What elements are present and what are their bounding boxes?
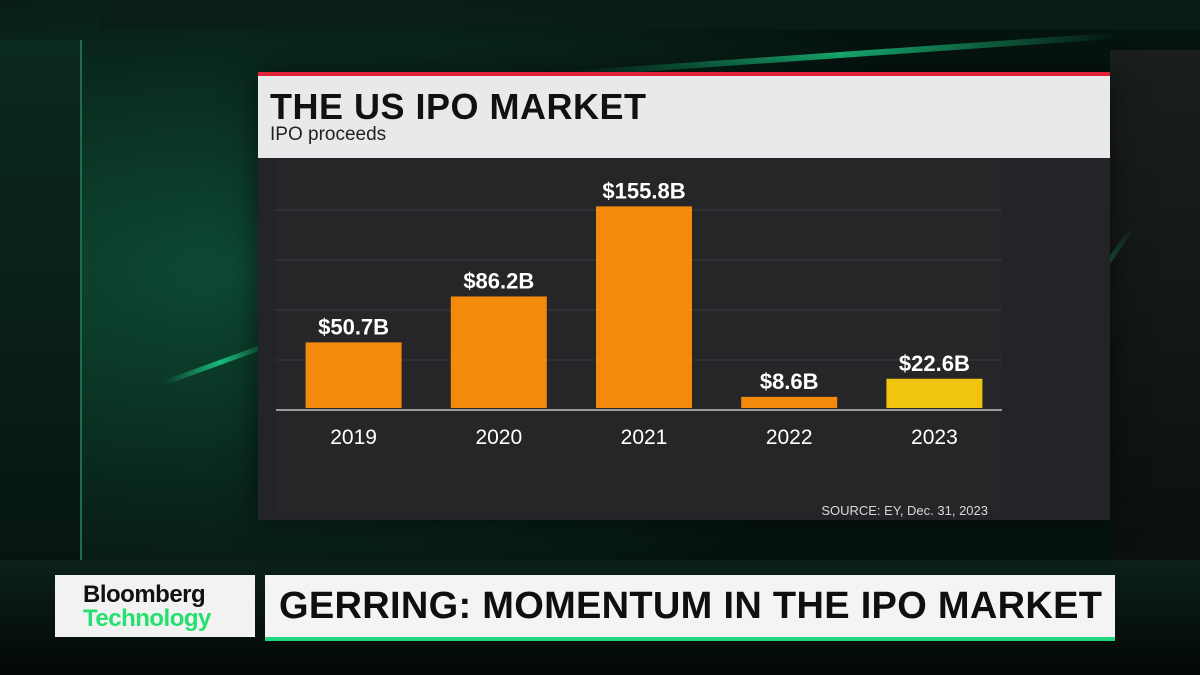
bar-2019: [305, 342, 402, 408]
chart-header: THE US IPO MARKET IPO proceeds: [258, 76, 1110, 158]
x-tick-label-2022: 2022: [766, 426, 813, 449]
chart-card: THE US IPO MARKET IPO proceeds $50.7B 201…: [258, 72, 1110, 520]
chart-source-note: SOURCE: EY, Dec. 31, 2023: [821, 503, 988, 518]
data-label-2021: $155.8B: [602, 178, 685, 203]
lower-third-banner: Bloomberg Technology GERRING: MOMENTUM I…: [55, 573, 1115, 643]
bar-2023: [886, 378, 983, 408]
data-label-2023: $22.6B: [899, 351, 970, 376]
x-tick-label-2023: 2023: [911, 426, 958, 449]
bar-2021: [596, 206, 692, 408]
x-tick-label-2021: 2021: [621, 426, 668, 449]
chart-plot-area: $50.7B 2019 $86.2B 2020 $155.8B 2021 $8.6B 2022…: [276, 160, 1002, 514]
chart-subtitle: IPO proceeds: [270, 124, 387, 145]
headline-box: GERRING: MOMENTUM IN THE IPO MARKET: [265, 575, 1115, 641]
brand-logo-box: Bloomberg Technology: [55, 575, 255, 637]
bar-chart: $50.7B 2019 $86.2B 2020 $155.8B 2021 $8.6B 2022…: [276, 178, 1002, 449]
x-tick-label-2019: 2019: [330, 426, 377, 449]
bar-2022: [741, 396, 838, 408]
background-ticker-wall: [100, 0, 1200, 30]
brand-name-line2: Technology: [83, 605, 211, 632]
x-tick-label-2020: 2020: [475, 426, 522, 449]
data-label-2019: $50.7B: [318, 314, 389, 339]
background-left-screen: [0, 40, 82, 640]
data-label-2022: $8.6B: [760, 369, 819, 394]
headline-text: GERRING: MOMENTUM IN THE IPO MARKET: [279, 585, 1103, 627]
brand-name-line1: Bloomberg: [83, 581, 206, 608]
background-right-screen: [1110, 50, 1200, 610]
chart-title: THE US IPO MARKET: [270, 86, 647, 127]
data-label-2020: $86.2B: [463, 268, 534, 293]
bar-2020: [450, 296, 547, 408]
